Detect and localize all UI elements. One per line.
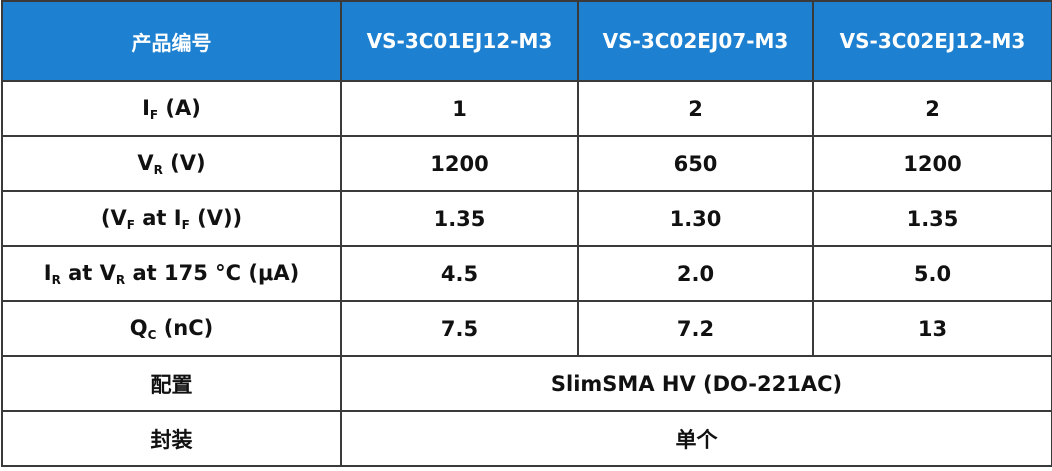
label-text: at I — [134, 205, 182, 230]
table-row: 配置 SlimSMA HV (DO-221AC) — [1, 355, 1052, 412]
value-cell: SlimSMA HV (DO-221AC) — [340, 355, 1052, 412]
subscript: R — [153, 162, 163, 177]
value-cell: 1200 — [812, 135, 1052, 192]
table-row: VR (V) 1200 650 1200 — [1, 135, 1052, 192]
value-cell: 1.35 — [812, 190, 1052, 247]
value-cell: 7.5 — [340, 300, 579, 357]
label-text: Q — [129, 315, 148, 340]
value-cell: 1.35 — [340, 190, 579, 247]
value-cell: 2.0 — [577, 245, 814, 302]
row-label: (VF at IF (V)) — [1, 190, 342, 247]
header-cell: 产品编号 — [1, 0, 342, 82]
label-text: I — [142, 95, 150, 120]
label-text: (V)) — [189, 205, 243, 230]
value-cell: 1 — [340, 80, 579, 137]
subscript: R — [115, 272, 126, 287]
value-cell: 5.0 — [812, 245, 1052, 302]
row-label: QC (nC) — [1, 300, 342, 357]
table-row: QC (nC) 7.5 7.2 13 — [1, 300, 1052, 357]
subscript: F — [126, 217, 135, 232]
row-label: IF (A) — [1, 80, 342, 137]
value-cell: 2 — [812, 80, 1052, 137]
value-cell: 13 — [812, 300, 1052, 357]
label-text: 配置 — [150, 372, 193, 397]
value-cell: 1.30 — [577, 190, 814, 247]
value-cell: 1200 — [340, 135, 579, 192]
value-cell: 单个 — [340, 410, 1052, 467]
header-cell: VS-3C01EJ12-M3 — [340, 0, 579, 82]
label-text: at 175 °C (μA) — [125, 260, 300, 285]
label-text: 封装 — [150, 427, 193, 452]
value-cell: 650 — [577, 135, 814, 192]
subscript: F — [181, 217, 190, 232]
value-cell: 4.5 — [340, 245, 579, 302]
label-text: (V — [100, 205, 127, 230]
label-text: (nC) — [156, 315, 214, 340]
table-row: (VF at IF (V)) 1.35 1.30 1.35 — [1, 190, 1052, 247]
table-row: IF (A) 1 2 2 — [1, 80, 1052, 137]
subscript: F — [149, 107, 159, 122]
label-text: at V — [60, 260, 116, 285]
value-cell: 7.2 — [577, 300, 814, 357]
header-cell: VS-3C02EJ07-M3 — [577, 0, 814, 82]
header-row: 产品编号 VS-3C01EJ12-M3 VS-3C02EJ07-M3 VS-3C02E… — [1, 0, 1052, 82]
subscript: R — [51, 272, 61, 287]
label-text: (V) — [162, 150, 206, 175]
row-label: IR at VR at 175 °C (μA) — [1, 245, 342, 302]
table-body: IF (A) 1 2 2 VR (V) 1200 650 1200 (VF at IF (V))… — [1, 80, 1052, 467]
table-row: 封装 单个 — [1, 410, 1052, 467]
row-label: 配置 — [1, 355, 342, 412]
value-cell: 2 — [577, 80, 814, 137]
label-text: V — [137, 150, 154, 175]
subscript: C — [147, 327, 157, 342]
row-label: VR (V) — [1, 135, 342, 192]
label-text: I — [43, 260, 52, 285]
label-text: (A) — [158, 95, 201, 120]
row-label: 封装 — [1, 410, 342, 467]
header-cell: VS-3C02EJ12-M3 — [812, 0, 1052, 82]
table-row: IR at VR at 175 °C (μA) 4.5 2.0 5.0 — [1, 245, 1052, 302]
